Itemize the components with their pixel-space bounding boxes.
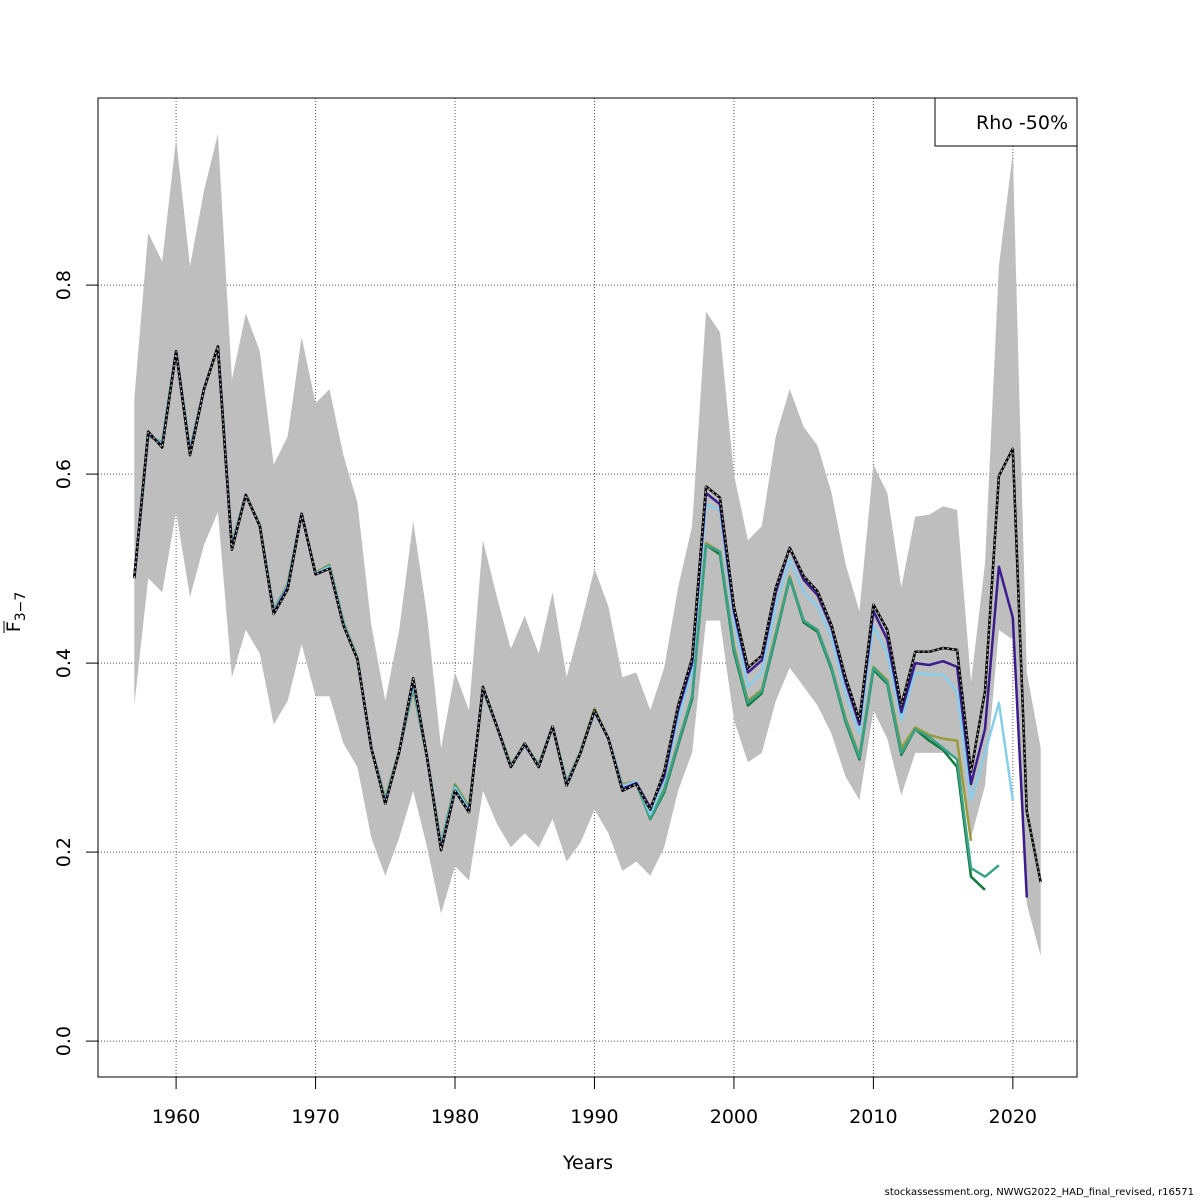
x-tick-label: 2010 — [849, 1106, 897, 1128]
legend-box — [934, 97, 1078, 147]
y-axis-title-main: F — [3, 621, 25, 632]
plot-frame — [97, 97, 1078, 1078]
y-axis-title: F3−7 — [3, 592, 29, 633]
band-area — [134, 133, 1041, 956]
series-lines — [133, 345, 1042, 898]
y-tick-label: 0.6 — [53, 459, 75, 489]
confidence-band — [134, 133, 1041, 956]
x-tick-label: 1980 — [431, 1106, 479, 1128]
y-tick-label: 0.0 — [53, 1026, 75, 1056]
axes: 1960 1970 1980 1990 2000 2010 2020 0.0 0.2 0.4 0.6… — [53, 270, 1037, 1128]
y-axis-title-sub: 3−7 — [13, 592, 29, 622]
x-axis-title: Years — [562, 1152, 613, 1174]
svg-text:F3−7: F3−7 — [3, 592, 29, 632]
credit-text: stockassessment.org, NWWG2022_HAD_final_… — [884, 1187, 1194, 1198]
series-line-peel-0 — [133, 345, 1042, 883]
y-tick-label: 0.8 — [53, 270, 75, 300]
x-tick-label: 2020 — [989, 1106, 1037, 1128]
x-tick-label: 2000 — [710, 1106, 758, 1128]
legend: Rho -50% — [934, 97, 1078, 147]
x-tick-label: 1970 — [291, 1106, 339, 1128]
y-tick-label: 0.4 — [53, 648, 75, 678]
x-tick-label: 1960 — [152, 1106, 200, 1128]
y-tick-label: 0.2 — [53, 837, 75, 867]
x-tick-label: 1990 — [570, 1106, 618, 1128]
legend-label: Rho -50% — [976, 112, 1068, 134]
